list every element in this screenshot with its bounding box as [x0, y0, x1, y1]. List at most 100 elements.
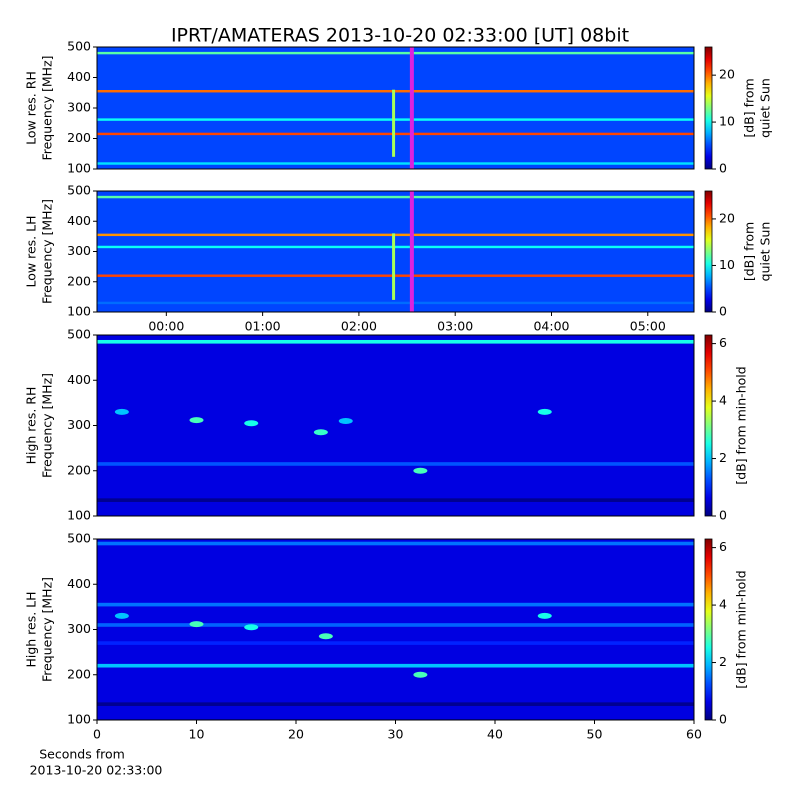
y-tick-label: 400 [67, 372, 91, 387]
colorbar-tick-label: 20 [719, 210, 735, 225]
background [97, 191, 694, 312]
x-axis-label: 2013-10-20 02:33:00 [30, 763, 163, 778]
y-axis-label: High res. LH [24, 591, 39, 667]
freq-band [97, 663, 694, 668]
colorbar-tick-label: 6 [719, 539, 727, 554]
y-tick-label: 400 [67, 576, 91, 591]
y-axis-label: High res. RH [24, 387, 39, 465]
colorbar-tick-label: 6 [719, 335, 727, 350]
colorbar [704, 538, 713, 721]
y-axis-label: Low res. LH [24, 216, 39, 288]
patch [537, 612, 552, 619]
burst [392, 89, 396, 157]
y-axis-label: Frequency [MHz] [40, 373, 55, 478]
burst [392, 233, 396, 300]
colorbar-tick-label: 4 [719, 597, 727, 612]
freq-band [97, 90, 694, 93]
x-tick-label: 03:00 [437, 319, 473, 334]
freq-band [97, 118, 694, 121]
patch [244, 420, 259, 427]
background [97, 539, 694, 720]
colorbar-label: [dB] from min-hold [734, 570, 749, 688]
y-axis-label: Frequency [MHz] [40, 199, 55, 304]
freq-band [97, 339, 694, 344]
colorbar-tick-label: 0 [719, 161, 727, 176]
y-tick-label: 300 [67, 621, 91, 636]
plot-area [97, 335, 694, 516]
colorbar-tick-label: 2 [719, 654, 727, 669]
freq-band [97, 233, 694, 237]
figure-title: IPRT/AMATERAS 2013-10-20 02:33:00 [UT] 0… [171, 25, 629, 47]
y-tick-label: 200 [67, 273, 91, 288]
colorbar [704, 46, 713, 170]
x-tick-label: 40 [487, 727, 503, 742]
y-tick-label: 400 [67, 69, 91, 84]
colorbar-tick-label: 0 [719, 304, 727, 319]
colorbar-label: quiet Sun [758, 78, 773, 138]
colorbar-label: [dB] from [742, 78, 757, 137]
colorbar-tick-label: 2 [719, 450, 727, 465]
y-tick-label: 500 [67, 327, 91, 342]
y-axis-label: Frequency [MHz] [40, 577, 55, 682]
patch [318, 633, 333, 640]
freq-band [97, 274, 694, 277]
colorbar-tick-label: 4 [719, 393, 727, 408]
y-tick-label: 200 [67, 130, 91, 145]
time-marker [409, 47, 414, 169]
x-tick-label: 0 [93, 727, 101, 742]
x-tick-label: 60 [686, 727, 702, 742]
y-tick-label: 200 [67, 462, 91, 477]
colorbar-tick-label: 0 [719, 508, 727, 523]
y-tick-label: 300 [67, 243, 91, 258]
freq-band [97, 623, 694, 627]
x-tick-label: 50 [587, 727, 603, 742]
y-tick-label: 200 [67, 666, 91, 681]
freq-band [97, 195, 694, 199]
patch [189, 417, 204, 424]
freq-band [97, 498, 694, 502]
patch [244, 624, 259, 631]
colorbar-label: [dB] from [742, 222, 757, 281]
y-axis-label: Frequency [MHz] [40, 55, 55, 160]
y-tick-label: 500 [67, 531, 91, 546]
freq-band [97, 641, 694, 645]
y-tick-label: 100 [67, 304, 91, 319]
y-axis-label: Low res. RH [24, 71, 39, 145]
y-tick-label: 300 [67, 100, 91, 115]
colorbar [704, 334, 713, 517]
x-tick-label: 05:00 [630, 319, 666, 334]
colorbar-label: [dB] from min-hold [734, 366, 749, 484]
freq-band [97, 51, 694, 55]
freq-band [97, 602, 694, 607]
x-tick-label: 01:00 [245, 319, 281, 334]
background [97, 335, 694, 516]
freq-band [97, 301, 694, 305]
colorbar-label: quiet Sun [758, 222, 773, 282]
y-tick-label: 400 [67, 213, 91, 228]
background [97, 47, 694, 169]
y-tick-label: 100 [67, 161, 91, 176]
colorbar-tick-label: 20 [719, 67, 735, 82]
x-tick-label: 04:00 [533, 319, 569, 334]
x-tick-label: 20 [288, 727, 304, 742]
colorbar-tick-label: 10 [719, 114, 735, 129]
x-tick-label: 10 [189, 727, 205, 742]
freq-band [97, 462, 694, 466]
freq-band [97, 541, 694, 546]
patch [537, 408, 552, 415]
freq-band [97, 132, 694, 136]
patch [413, 467, 428, 474]
y-tick-label: 500 [67, 39, 91, 54]
x-tick-label: 00:00 [148, 319, 184, 334]
time-marker [409, 191, 414, 312]
patch [114, 612, 129, 619]
x-axis-label: Seconds from [39, 747, 125, 762]
freq-band [97, 245, 694, 249]
patch [413, 671, 428, 678]
y-tick-label: 100 [67, 508, 91, 523]
colorbar-tick-label: 0 [719, 712, 727, 727]
freq-band [97, 162, 694, 165]
patch [189, 621, 204, 628]
patch [114, 408, 129, 415]
